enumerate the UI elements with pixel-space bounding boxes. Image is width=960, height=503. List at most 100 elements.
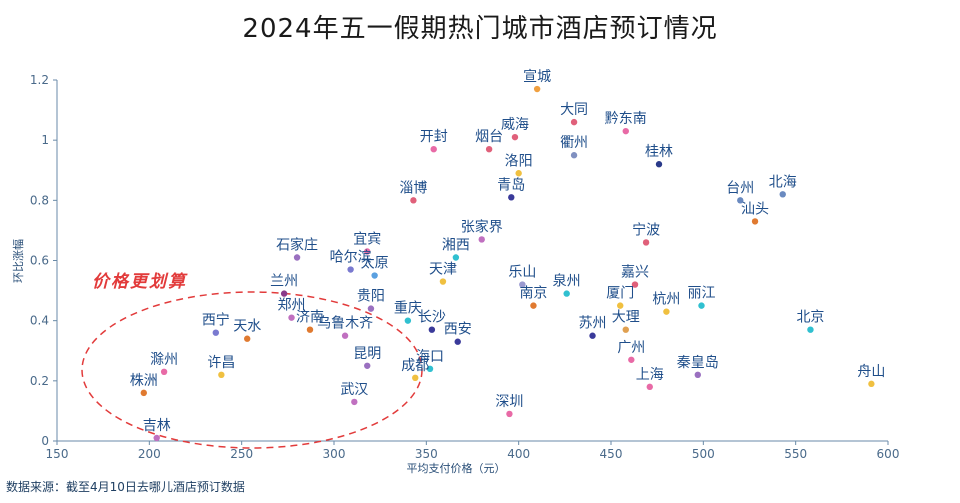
data-point[interactable] <box>430 145 437 153</box>
x-tick-label: 550 <box>784 447 807 461</box>
x-tick-label: 350 <box>415 447 438 461</box>
data-point[interactable] <box>244 335 251 342</box>
y-tick-label: 1 <box>41 133 49 147</box>
data-point[interactable] <box>341 332 349 339</box>
point-label: 开封 <box>420 129 448 145</box>
point-label: 嘉兴 <box>621 265 649 281</box>
data-point[interactable] <box>218 371 225 379</box>
point-label: 昆明 <box>353 346 381 362</box>
x-tick-label: 500 <box>692 447 715 461</box>
data-point[interactable] <box>293 254 301 261</box>
data-point[interactable] <box>508 194 515 201</box>
point-label: 乐山 <box>508 265 536 281</box>
point-label: 泉州 <box>553 273 581 290</box>
point-label: 西安 <box>444 322 472 338</box>
point-label: 厦门 <box>606 286 634 302</box>
data-point[interactable] <box>426 365 434 372</box>
data-point[interactable] <box>347 266 354 273</box>
data-point[interactable] <box>351 398 358 406</box>
data-point[interactable] <box>646 383 653 391</box>
data-point[interactable] <box>506 410 513 418</box>
data-point[interactable] <box>410 197 417 204</box>
data-point[interactable] <box>570 118 578 126</box>
point-label: 丽江 <box>687 286 715 302</box>
data-point[interactable] <box>280 290 288 297</box>
data-point[interactable] <box>404 317 412 324</box>
data-point[interactable] <box>631 281 639 288</box>
point-label: 吉林 <box>143 418 171 434</box>
data-point[interactable] <box>212 329 220 336</box>
data-point[interactable] <box>519 281 526 288</box>
data-point[interactable] <box>371 272 378 279</box>
data-point[interactable] <box>367 305 375 312</box>
data-points <box>140 85 875 442</box>
point-label: 青岛 <box>497 177 525 193</box>
point-label: 北京 <box>796 310 824 326</box>
data-point[interactable] <box>485 145 493 153</box>
point-label: 大理 <box>612 310 640 326</box>
x-tick-label: 600 <box>877 447 900 461</box>
point-label: 秦皇岛 <box>677 355 719 371</box>
data-point[interactable] <box>439 278 447 285</box>
data-point[interactable] <box>617 302 624 309</box>
data-point[interactable] <box>622 326 629 333</box>
data-point[interactable] <box>628 356 635 363</box>
point-label: 威海 <box>501 117 529 133</box>
data-point[interactable] <box>454 338 461 345</box>
data-point[interactable] <box>412 374 419 382</box>
data-point[interactable] <box>655 161 663 168</box>
data-point[interactable] <box>589 332 596 339</box>
data-point[interactable] <box>288 314 295 321</box>
data-point[interactable] <box>153 434 160 442</box>
data-point[interactable] <box>622 127 629 135</box>
data-point[interactable] <box>452 254 460 261</box>
data-point[interactable] <box>642 239 650 246</box>
y-tick-label: 0.8 <box>30 193 49 207</box>
data-point[interactable] <box>478 236 485 243</box>
data-point[interactable] <box>306 326 314 333</box>
point-label: 洛阳 <box>505 153 533 169</box>
point-label: 汕头 <box>741 201 769 217</box>
data-point[interactable] <box>663 308 670 315</box>
data-point[interactable] <box>751 218 759 225</box>
data-point[interactable] <box>563 290 570 297</box>
data-point[interactable] <box>570 152 578 159</box>
point-label: 西宁 <box>202 312 230 329</box>
y-tick-label: 0.6 <box>30 254 49 268</box>
data-point[interactable] <box>779 191 786 198</box>
point-label: 湘西 <box>442 237 470 253</box>
y-tick-label: 0 <box>41 434 49 448</box>
data-point[interactable] <box>807 326 814 333</box>
data-point[interactable] <box>364 362 371 369</box>
point-label: 武汉 <box>340 382 368 398</box>
data-point[interactable] <box>737 197 744 204</box>
point-label: 海口 <box>416 349 444 365</box>
tick-labels: 150 200 250 300 350 400 450 500 550 600 0 0.2 0.4 0.6… <box>30 73 900 461</box>
data-point[interactable] <box>530 302 537 309</box>
point-label: 许昌 <box>207 355 235 371</box>
point-label: 天津 <box>429 262 457 278</box>
point-label: 成都 <box>401 358 429 374</box>
data-point[interactable] <box>428 326 436 333</box>
annotation-text: 价格更划算 <box>92 272 188 292</box>
x-tick-label: 250 <box>230 447 253 461</box>
data-point[interactable] <box>533 85 541 93</box>
x-tick-label: 300 <box>323 447 346 461</box>
chart-title: 2024年五一假期热门城市酒店预订情况 <box>242 14 718 44</box>
point-label: 太原 <box>361 256 389 272</box>
x-tick-label: 450 <box>600 447 623 461</box>
y-tick-label: 0.2 <box>30 374 49 388</box>
data-point[interactable] <box>364 248 371 255</box>
point-label: 桂林 <box>645 144 673 160</box>
data-point[interactable] <box>694 371 701 379</box>
data-point[interactable] <box>868 380 875 388</box>
axes <box>56 80 888 442</box>
data-point[interactable] <box>160 368 168 376</box>
data-point[interactable] <box>140 389 147 397</box>
data-point[interactable] <box>515 170 522 177</box>
data-point[interactable] <box>511 133 519 141</box>
data-point[interactable] <box>698 302 705 309</box>
x-axis-label: 平均支付价格（元） <box>407 461 506 475</box>
